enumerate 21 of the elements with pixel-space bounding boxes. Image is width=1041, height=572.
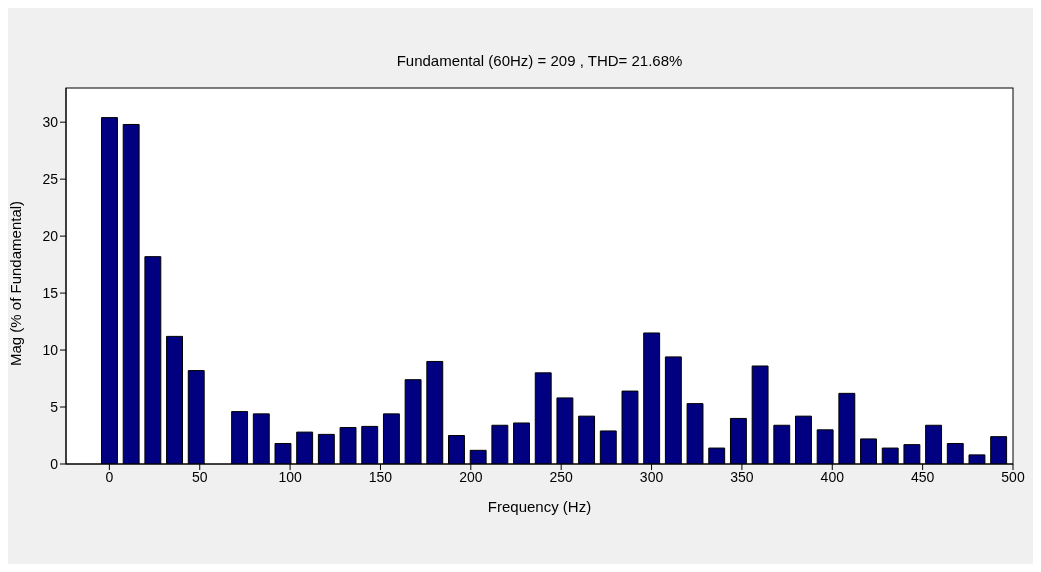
y-tick-label: 15 [42, 285, 59, 302]
x-tick-label: 100 [278, 468, 302, 485]
y-tick-label: 0 [50, 455, 59, 472]
x-tick-label: 250 [549, 468, 574, 485]
x-axis-title: Frequency (Hz) [487, 498, 592, 515]
x-tick-label: 200 [459, 468, 483, 485]
y-axis-title: Mag (% of Fundamental) [7, 200, 25, 366]
x-tick-label: 50 [191, 468, 208, 485]
y-tick-label: 20 [42, 228, 59, 245]
x-tick-label: 500 [1001, 468, 1025, 485]
x-tick-label: 300 [639, 468, 664, 485]
y-tick-label: 25 [42, 171, 59, 188]
x-tick-label: 450 [910, 468, 935, 485]
x-tick-label: 350 [730, 468, 754, 485]
y-tick-label: 5 [50, 399, 59, 415]
x-tick-label: 150 [368, 468, 393, 485]
y-tick-label: 10 [42, 342, 59, 359]
x-tick-label: 0 [105, 468, 114, 485]
x-tick-label: 400 [820, 468, 845, 485]
chart-title: Fundamental (60Hz) = 209 , THD= 21.68% [395, 52, 684, 69]
y-tick-label: 30 [42, 114, 59, 131]
